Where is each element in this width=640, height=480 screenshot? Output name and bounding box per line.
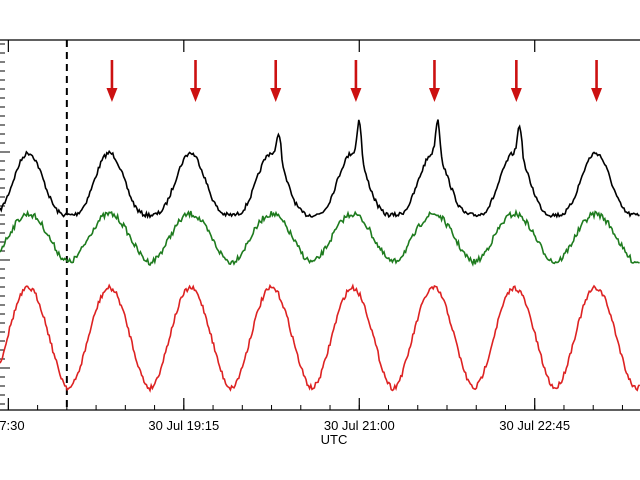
x-axis-ticks: 17:30 30 Jul 19:15 30 Jul 21:00 30 Jul 22:4…: [0, 40, 623, 433]
series-line: [0, 119, 640, 220]
x-tick-label: 17:30: [0, 418, 25, 433]
flare-arrowhead: [428, 88, 440, 102]
x-tick-label: 30 Jul 21:00: [324, 418, 395, 433]
series-lines: [0, 119, 640, 393]
flare-arrows: [106, 60, 603, 102]
x-tick-label: 30 Jul 22:45: [499, 418, 570, 433]
flare-arrowhead: [350, 88, 362, 102]
flare-arrowhead: [270, 88, 282, 102]
flare-arrowhead: [106, 88, 118, 102]
y-axis-ticks: [0, 43, 10, 405]
x-tick-label: 30 Jul 19:15: [148, 418, 219, 433]
flare-arrowhead: [591, 88, 603, 102]
series-line: [0, 208, 640, 267]
x-axis-title: UTC: [321, 432, 348, 447]
plot-frame: [0, 39, 640, 411]
flare-arrowhead: [190, 88, 202, 102]
series-line: [0, 283, 640, 393]
flare-arrowhead: [510, 88, 522, 102]
